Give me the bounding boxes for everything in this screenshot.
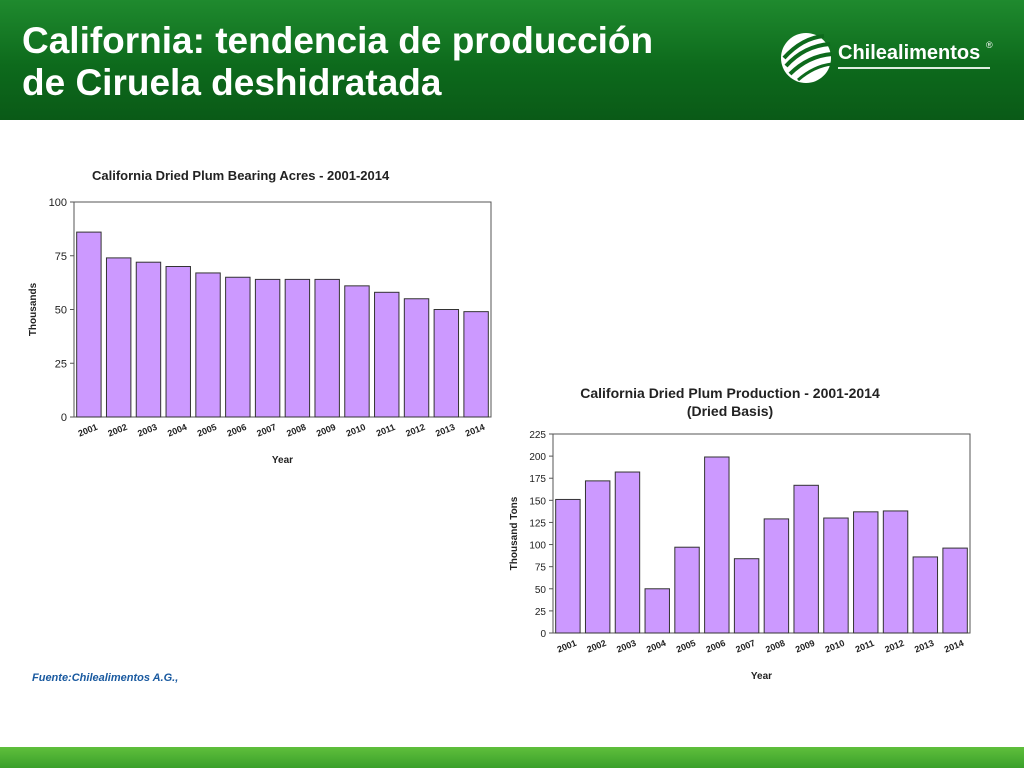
production-xtick-label: 2011 — [854, 638, 876, 655]
bearing-acres-chart-svg: California Dried Plum Bearing Acres - 20… — [28, 168, 492, 466]
acres-xtick-label: 2012 — [404, 422, 426, 439]
production-bar — [942, 547, 968, 634]
acres-xtick-label: 2002 — [106, 422, 128, 439]
acres-bar — [225, 276, 251, 418]
acres-xtick-label: 2005 — [196, 422, 218, 439]
acres-ylabel: Thousands — [28, 282, 39, 336]
production-bar — [584, 480, 611, 634]
production-ytick-label: 75 — [535, 563, 547, 574]
acres-xlabel: Year — [272, 455, 293, 466]
production-ytick-label: 25 — [535, 607, 547, 618]
production-bar — [882, 510, 909, 634]
bearing-acres-chart: California Dried Plum Bearing Acres - 20… — [20, 150, 510, 475]
production-ytick-label: 175 — [529, 474, 546, 485]
production-bar — [793, 484, 819, 634]
production-xtick-label: 2004 — [645, 638, 667, 655]
acres-bar — [433, 309, 460, 418]
acres-xtick-label: 2013 — [434, 422, 456, 439]
acres-bar — [254, 278, 281, 418]
production-xtick-label: 2005 — [675, 638, 697, 655]
acres-xtick-label: 2009 — [315, 422, 337, 439]
production-ytick-label: 225 — [529, 430, 546, 441]
production-bar — [823, 517, 849, 634]
production-xtick-label: 2013 — [913, 638, 935, 655]
footer-bar — [0, 747, 1024, 768]
production-ytick-label: 50 — [535, 585, 547, 596]
production-xtick-label: 2009 — [794, 638, 816, 655]
logo-underline — [838, 67, 990, 69]
acres-bar — [314, 278, 340, 418]
acres-xtick-label: 2003 — [136, 422, 158, 439]
acres-bar — [463, 311, 489, 418]
production-bar — [614, 471, 641, 634]
acres-xtick-label: 2010 — [345, 422, 367, 439]
production-xtick-label: 2002 — [585, 638, 607, 655]
production-ylabel: Thousand Tons — [509, 496, 520, 570]
acres-xtick-label: 2004 — [166, 422, 188, 439]
acres-ytick-label: 50 — [55, 305, 67, 317]
acres-bar — [76, 231, 102, 418]
production-ytick-label: 125 — [529, 518, 546, 529]
acres-title: California Dried Plum Bearing Acres - 20… — [92, 168, 390, 183]
production-xtick-label: 2003 — [615, 638, 637, 655]
production-bar — [763, 518, 790, 634]
production-bar — [674, 546, 700, 634]
acres-ytick-label: 0 — [61, 412, 67, 424]
production-xtick-label: 2007 — [734, 638, 756, 655]
acres-xtick-label: 2007 — [255, 422, 277, 439]
production-subtitle: (Dried Basis) — [687, 403, 773, 419]
production-bar — [912, 556, 939, 634]
production-chart-svg: California Dried Plum Production - 2001-… — [509, 385, 971, 682]
source-note: Fuente:Chilealimentos A.G., — [32, 672, 179, 684]
slide-title-line1: California: tendencia de producción — [22, 20, 654, 61]
production-xtick-label: 2001 — [556, 638, 578, 655]
acres-ytick-label: 75 — [55, 251, 67, 263]
slide-header: California: tendencia de producción de C… — [0, 0, 1024, 120]
acres-bar — [195, 272, 221, 418]
acres-ytick-label: 100 — [49, 197, 67, 209]
acres-xtick-label: 2001 — [77, 422, 99, 439]
acres-bar — [284, 278, 311, 418]
leaf-logo-icon — [781, 33, 833, 83]
production-ytick-label: 200 — [529, 452, 546, 463]
production-xtick-label: 2006 — [705, 638, 727, 655]
production-xtick-label: 2014 — [943, 638, 965, 655]
acres-bar — [374, 291, 400, 418]
acres-bar — [165, 266, 191, 418]
acres-xtick-label: 2011 — [375, 422, 397, 439]
production-xtick-label: 2008 — [764, 638, 786, 655]
slide-title-line2: de Ciruela deshidratada — [22, 62, 442, 103]
production-xtick-label: 2012 — [883, 638, 905, 655]
registered-mark: ® — [986, 40, 993, 50]
production-chart: California Dried Plum Production - 2001-… — [505, 376, 980, 686]
acres-ytick-label: 25 — [55, 358, 67, 370]
slide-title: California: tendencia de producción de C… — [22, 20, 782, 104]
production-ytick-label: 0 — [540, 629, 546, 640]
production-xtick-label: 2010 — [824, 638, 846, 655]
production-bar — [644, 588, 670, 634]
acres-bar — [344, 285, 370, 418]
production-bar — [704, 456, 730, 634]
acres-xtick-label: 2006 — [226, 422, 248, 439]
acres-bar — [105, 257, 132, 418]
acres-bar — [135, 261, 162, 418]
company-logo: Chilealimentos ® — [778, 30, 1008, 86]
production-bar — [733, 558, 760, 634]
acres-bar — [403, 298, 430, 418]
production-xlabel: Year — [751, 671, 772, 682]
production-bar — [853, 511, 879, 634]
acres-xtick-label: 2008 — [285, 422, 307, 439]
production-ytick-label: 100 — [529, 541, 546, 552]
production-ytick-label: 150 — [529, 496, 546, 507]
production-title: California Dried Plum Production - 2001-… — [580, 385, 880, 401]
logo-wordmark: Chilealimentos — [838, 42, 981, 64]
production-bar — [555, 498, 581, 634]
acres-xtick-label: 2014 — [464, 422, 486, 439]
